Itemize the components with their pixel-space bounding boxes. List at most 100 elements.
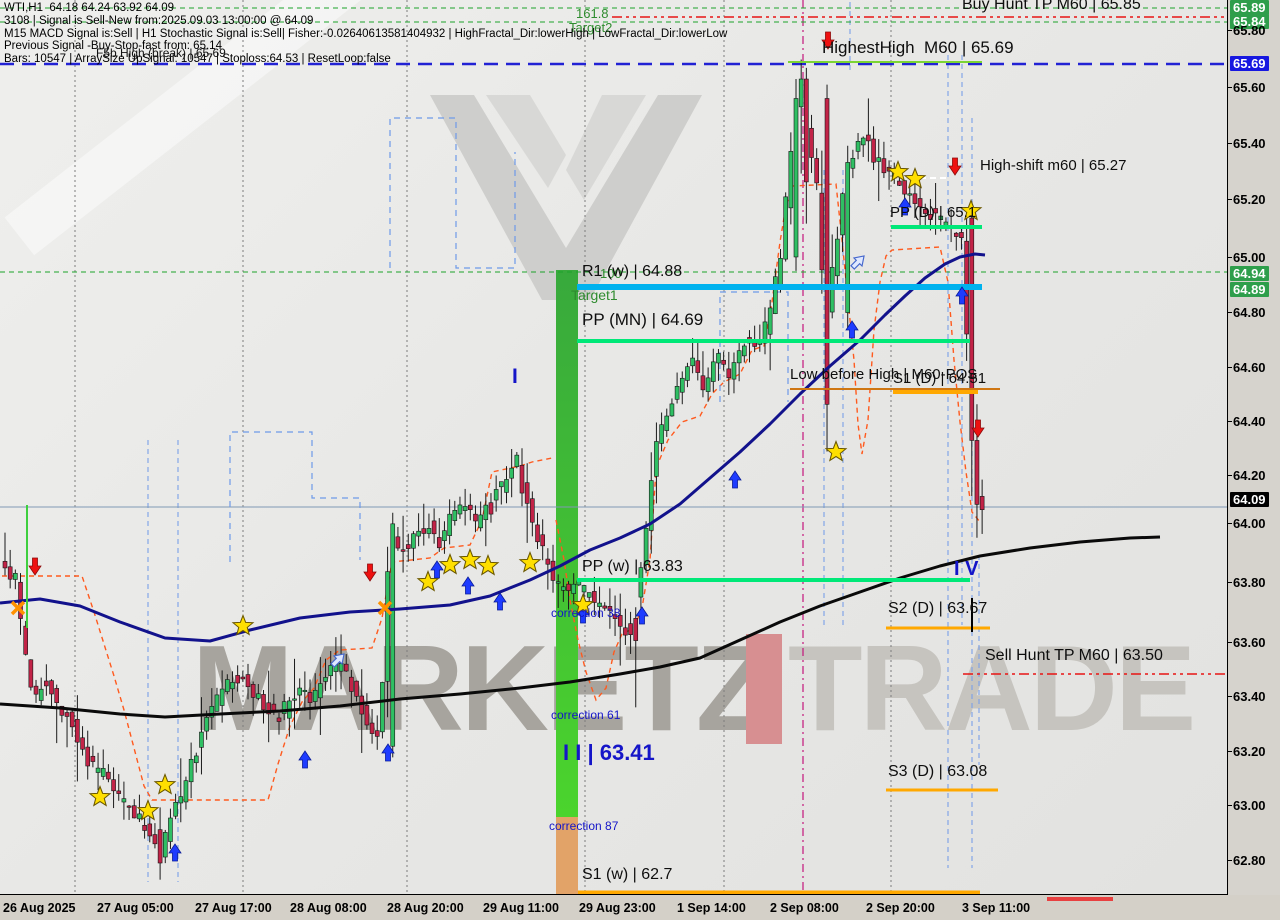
buy-arrow-icon	[728, 470, 742, 489]
candle-body	[69, 711, 75, 728]
price-tick-65.40: 65.40	[1228, 136, 1266, 151]
candle-body	[979, 496, 985, 510]
candle-body	[240, 676, 246, 680]
candle-body	[922, 209, 928, 214]
price-tick-64.60: 64.60	[1228, 360, 1266, 375]
candle-body	[953, 232, 959, 237]
candle-body	[871, 138, 876, 163]
candle-body	[835, 238, 840, 277]
hollow-arrow-icon	[330, 653, 345, 668]
candle-body	[225, 679, 230, 692]
price-tick-64.00: 64.00	[1228, 516, 1266, 531]
star-icon	[231, 614, 255, 636]
candle-body	[607, 606, 613, 611]
candle-body	[137, 813, 142, 820]
candle-body	[814, 158, 819, 184]
candle-body	[669, 403, 675, 417]
fractal-channel-line	[389, 117, 516, 269]
time-tick-label: 3 Sep 11:00	[962, 901, 1031, 915]
candle-body	[819, 192, 825, 271]
candle-body	[157, 829, 163, 864]
fractal-channel-line	[719, 291, 789, 402]
price-badge: 64.94	[1230, 266, 1269, 281]
price-tick-63.40: 63.40	[1228, 689, 1266, 704]
time-tick-label: 28 Aug 20:00	[387, 901, 464, 915]
candle-body	[302, 689, 308, 692]
tick-mark	[1228, 523, 1232, 524]
price-tick-label: 63.20	[1233, 744, 1266, 759]
tick-mark	[1228, 582, 1232, 583]
candle-body	[307, 692, 313, 703]
buy-arrow-icon	[430, 560, 444, 579]
tick-mark	[1228, 475, 1232, 476]
candle-body	[530, 498, 535, 523]
candle-body	[917, 198, 923, 208]
candles-group	[2, 59, 985, 880]
price-badge: 65.89	[1230, 0, 1269, 15]
info-line: Previous Signal -Buy-Stop-fast from: 65.…	[4, 40, 222, 53]
sell-arrow-icon	[948, 157, 962, 176]
star-icon	[438, 553, 462, 575]
candle-body	[788, 151, 794, 209]
price-badge: 64.89	[1230, 282, 1269, 297]
candle-body	[767, 307, 773, 335]
candle-body	[643, 527, 649, 565]
time-axis[interactable]: 26 Aug 2025 27 Aug 05:00 27 Aug 17:00 28 Au…	[0, 896, 1280, 920]
candle-body	[855, 141, 861, 152]
buy-arrow-icon	[298, 750, 312, 769]
candle-body	[845, 162, 851, 313]
candle-body	[162, 832, 168, 858]
time-tick-label: 27 Aug 17:00	[195, 901, 272, 915]
candle-body	[364, 705, 370, 726]
x-mark-icon	[377, 600, 393, 616]
candle-body	[33, 685, 39, 695]
candle-body	[266, 702, 271, 715]
candle-body	[912, 193, 918, 204]
ma-fast-line	[0, 252, 986, 643]
candle-body	[390, 523, 396, 747]
sell-arrow-icon	[971, 419, 985, 438]
candle-body	[230, 682, 235, 690]
candle-body	[700, 375, 706, 391]
candle-body	[214, 694, 220, 712]
info-line: WTI,H1 64.18 64.24 63.92 64.09	[4, 2, 175, 14]
price-tick-64.89: 64.89	[1230, 282, 1269, 297]
candle-body	[173, 801, 178, 817]
star-icon	[88, 785, 112, 807]
candle-body	[783, 196, 788, 260]
candle-body	[442, 530, 447, 542]
candle-body	[778, 258, 783, 286]
price-tick-label: 62.80	[1233, 853, 1266, 868]
candle-body	[478, 514, 483, 529]
candle-body	[462, 506, 468, 511]
chart-surface[interactable]: MARKETZ TRADE Buy Hunt TP M60 | 65.85 161…	[0, 0, 1228, 895]
price-tick-65.20: 65.20	[1228, 192, 1266, 207]
buy-arrow-icon	[461, 576, 475, 595]
plot-canvas	[0, 0, 1227, 894]
tick-mark	[1228, 312, 1232, 313]
price-tick-63.00: 63.00	[1228, 798, 1266, 813]
tick-mark	[1228, 143, 1232, 144]
candle-body	[597, 602, 602, 607]
candle-body	[721, 359, 726, 365]
candle-body	[416, 530, 421, 537]
buy-arrow-icon	[635, 606, 649, 625]
candle-body	[938, 215, 944, 220]
candle-body	[509, 467, 514, 479]
candle-body	[623, 627, 628, 636]
price-tick-65.80: 65.80	[1228, 23, 1266, 38]
price-tick-65.69: 65.69	[1230, 56, 1269, 71]
candle-body	[142, 825, 147, 831]
star-icon	[903, 167, 927, 189]
candle-body	[380, 682, 385, 733]
price-tick-64.09: 64.09	[1230, 492, 1269, 507]
tick-mark	[1228, 87, 1232, 88]
candle-body	[90, 755, 96, 762]
buy-arrow-icon	[845, 320, 859, 339]
candle-body	[44, 680, 49, 687]
price-axis[interactable]: 65.89 65.84 65.80 65.69 65.60 65.40 65.20 65.00…	[1228, 0, 1280, 895]
candle-body	[178, 796, 184, 804]
candle-body	[85, 746, 91, 767]
session-bar-orange	[556, 817, 578, 894]
